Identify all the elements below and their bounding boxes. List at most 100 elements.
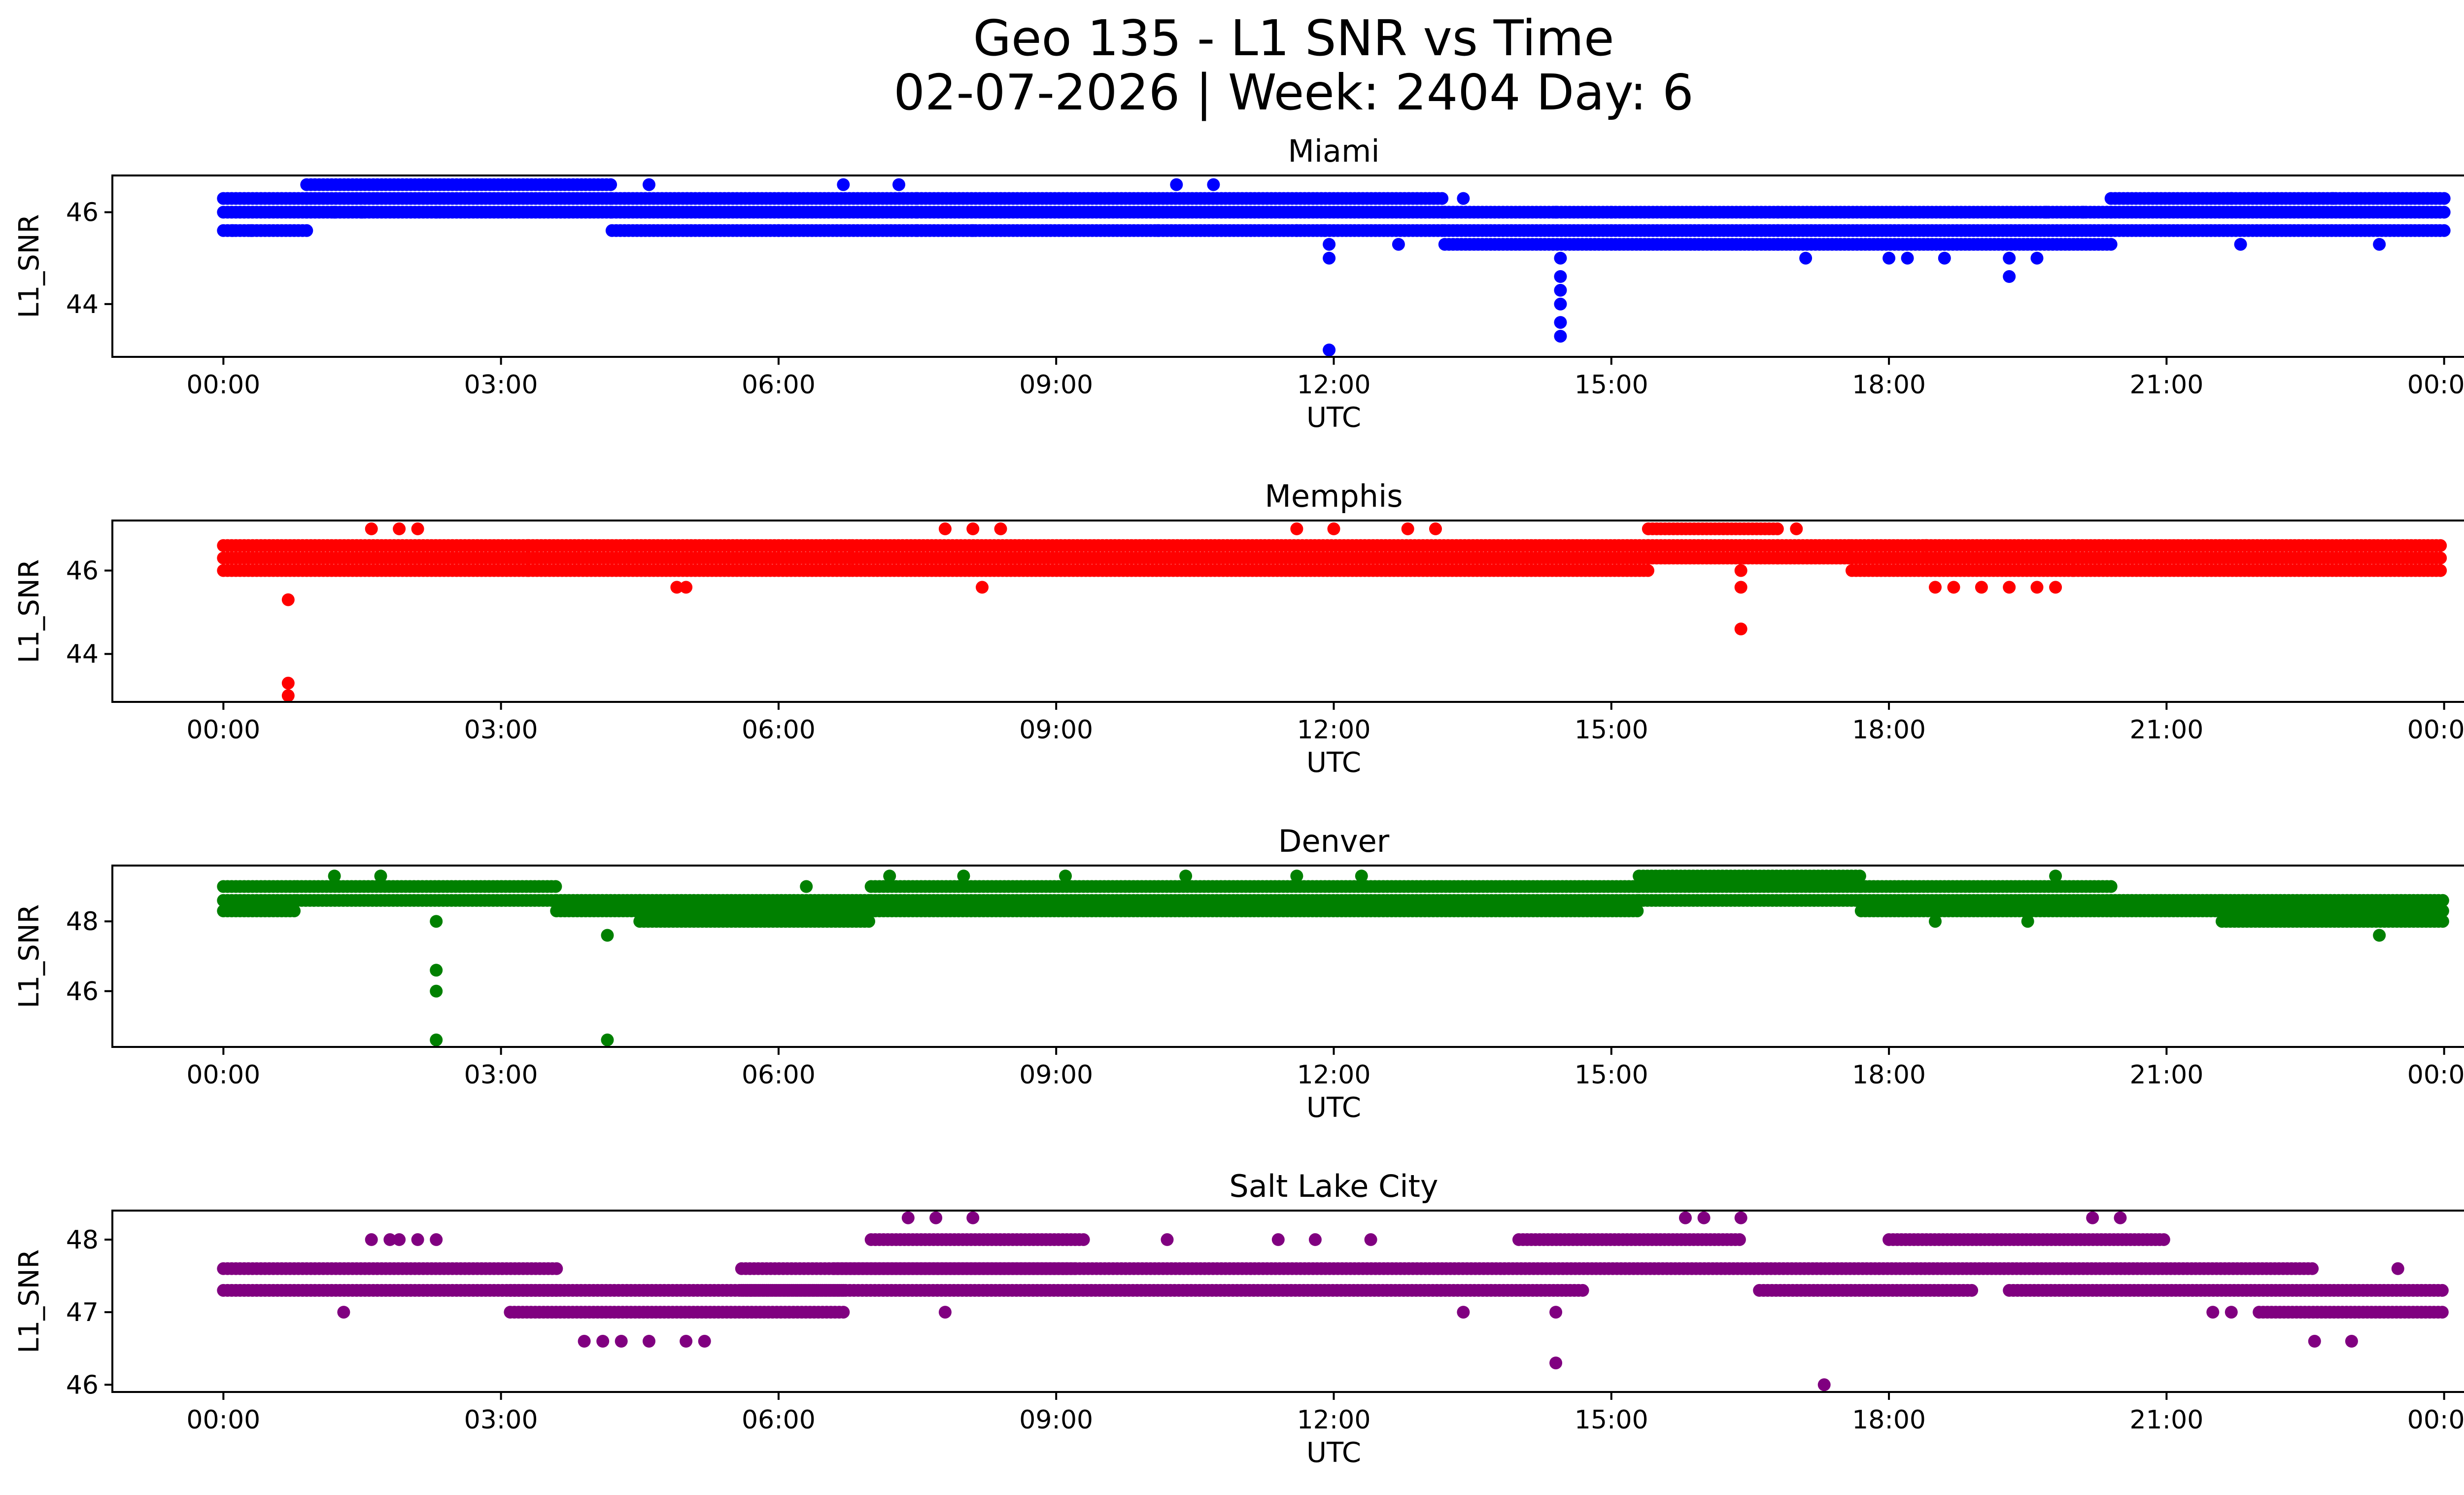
data-point [281, 593, 295, 606]
data-point [2434, 539, 2447, 552]
data-point [281, 676, 295, 690]
x-tick-label: 03:00 [464, 1060, 538, 1090]
data-point [938, 522, 952, 535]
data-point [550, 1262, 563, 1275]
x-tick-label: 15:00 [1574, 370, 1648, 400]
data-point [601, 1033, 614, 1046]
data-point [1947, 581, 1960, 594]
data-point [1151, 224, 1164, 237]
x-tick-label: 03:00 [464, 715, 538, 745]
data-point [1790, 522, 1803, 535]
data-point [1355, 869, 1368, 883]
data-point [2224, 192, 2238, 205]
x-tick-label: 21:00 [2129, 370, 2203, 400]
data-point [772, 224, 785, 237]
figure-title-line1: Geo 135 - L1 SNR vs Time [973, 9, 1614, 67]
x-tick-label: 09:00 [1019, 715, 1093, 745]
data-point [1549, 206, 1563, 219]
data-point [2436, 915, 2449, 928]
data-point [356, 206, 369, 219]
x-tick-label: 09:00 [1019, 1060, 1093, 1090]
x-axis-label: UTC [1306, 747, 1361, 779]
data-point [2234, 238, 2247, 251]
data-point [430, 206, 443, 219]
data-point [1975, 581, 1988, 594]
data-point [976, 581, 989, 594]
y-tick-label: 48 [66, 907, 99, 937]
data-point [2104, 880, 2118, 893]
x-tick-label: 00:00 [186, 370, 260, 400]
data-point [1919, 539, 1933, 552]
data-point [2373, 929, 2386, 942]
x-tick-label: 21:00 [2129, 1060, 2203, 1090]
data-point [1605, 206, 1618, 219]
data-point [1327, 522, 1340, 535]
data-point [1318, 224, 1331, 237]
data-point [1734, 623, 1747, 635]
data-point [1457, 192, 1470, 205]
data-points [217, 522, 2447, 702]
data-point [994, 522, 1007, 535]
data-point [957, 869, 970, 883]
data-point [300, 224, 313, 237]
y-tick-label: 44 [66, 290, 99, 319]
data-point [430, 1033, 443, 1046]
x-tick-label: 21:00 [2129, 715, 2203, 745]
data-point [966, 224, 980, 237]
x-tick-label: 12:00 [1297, 370, 1371, 400]
x-tick-label: 00:00 [2407, 370, 2464, 400]
data-point [1207, 178, 1220, 191]
data-point [601, 929, 614, 942]
x-tick-label: 00:00 [186, 715, 260, 745]
data-point [430, 915, 443, 928]
x-tick-label: 00:00 [2407, 715, 2464, 745]
data-point [365, 522, 378, 535]
data-point [1554, 316, 1567, 329]
data-point [1436, 192, 1449, 205]
x-tick-label: 12:00 [1297, 1060, 1371, 1090]
data-point [1290, 224, 1303, 237]
data-point [2049, 869, 2062, 883]
x-tick-label: 18:00 [1852, 370, 1926, 400]
data-point [1059, 869, 1072, 883]
data-point [226, 224, 240, 237]
data-points [217, 869, 2449, 1046]
data-point [883, 869, 896, 883]
data-point [2373, 238, 2386, 251]
x-tick-label: 06:00 [742, 1060, 816, 1090]
data-point [1429, 522, 1442, 535]
data-point [862, 915, 875, 928]
x-axis-label: UTC [1306, 402, 1361, 434]
data-point [1290, 522, 1303, 535]
y-axis-label: L1_SNR [13, 559, 45, 663]
data-point [1631, 904, 1644, 917]
data-point [2030, 251, 2044, 265]
data-point [1929, 915, 1942, 928]
data-point [670, 581, 684, 594]
x-tick-label: 18:00 [1852, 715, 1926, 745]
y-tick-label: 46 [66, 556, 99, 586]
data-point [2049, 581, 2062, 594]
data-point [1323, 344, 1336, 356]
data-point [2437, 192, 2451, 205]
x-axis-label: UTC [1306, 1092, 1361, 1124]
data-point [549, 880, 562, 893]
data-point [643, 178, 655, 191]
data-point [604, 178, 617, 191]
x-tick-label: 00:00 [2407, 1060, 2464, 1090]
data-point [1853, 869, 1866, 883]
x-tick-label: 18:00 [1852, 1060, 1926, 1090]
data-point [1929, 581, 1942, 594]
x-tick-label: 03:00 [464, 370, 538, 400]
data-point [430, 984, 443, 998]
data-point [2436, 904, 2449, 917]
data-point [2437, 224, 2451, 237]
data-point [2437, 206, 2451, 219]
data-point [374, 869, 387, 883]
panel-title: Denver [1278, 823, 1390, 859]
data-point [1401, 522, 1414, 535]
data-point [2104, 238, 2118, 251]
data-point [288, 904, 301, 917]
